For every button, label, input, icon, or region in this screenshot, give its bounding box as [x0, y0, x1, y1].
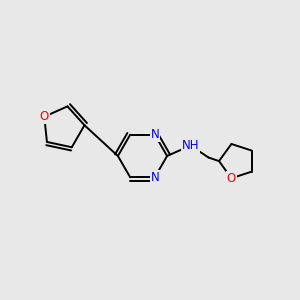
- Text: N: N: [150, 128, 159, 141]
- Text: O: O: [227, 172, 236, 185]
- Text: N: N: [150, 171, 159, 184]
- Text: NH: NH: [182, 139, 199, 152]
- Text: O: O: [40, 110, 49, 123]
